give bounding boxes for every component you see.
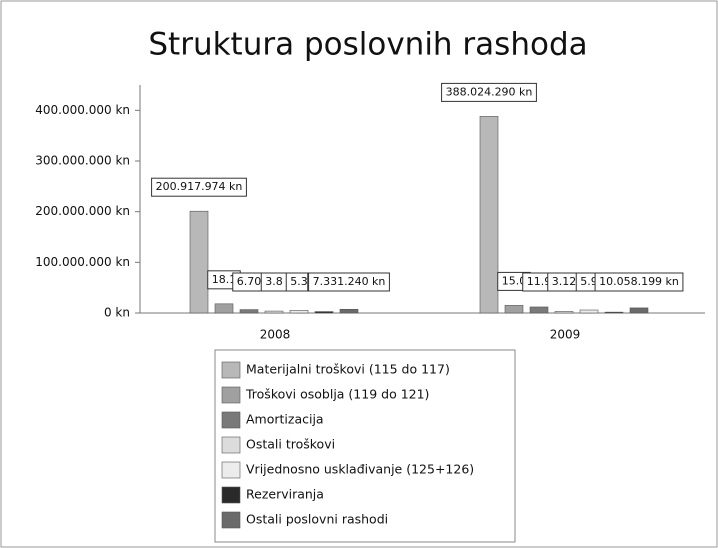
bar xyxy=(504,305,524,314)
legend-swatch xyxy=(221,486,241,504)
data-label: 200.917.974 kn xyxy=(156,180,243,193)
data-label: 3.12 xyxy=(552,275,577,288)
legend-label: Materijalni troškovi (115 do 117) xyxy=(246,362,450,377)
data-label-box xyxy=(594,272,684,292)
legend-label: Amortizacija xyxy=(246,412,324,427)
bar xyxy=(554,311,574,314)
legend-swatch xyxy=(221,361,241,379)
legend-label: Ostali troškovi xyxy=(246,437,335,452)
y-tick-label: 100.000.000 kn xyxy=(35,255,130,269)
bar xyxy=(189,210,209,314)
bar xyxy=(529,306,549,314)
bar xyxy=(289,310,309,314)
data-label-box xyxy=(441,82,537,102)
legend-swatch xyxy=(221,461,241,479)
data-label: 6.70 xyxy=(237,275,262,288)
data-label: 388.024.290 kn xyxy=(446,85,533,98)
legend-box xyxy=(214,349,516,543)
bar xyxy=(314,311,334,314)
data-label: 7.331.240 kn xyxy=(313,275,386,288)
bar xyxy=(339,308,359,314)
chart-title: Struktura poslovnih rashoda xyxy=(148,27,587,63)
bar xyxy=(604,311,624,314)
data-label: 15.0 xyxy=(502,274,527,287)
data-label: 3.8 xyxy=(265,275,283,288)
y-tick-label: 300.000.000 kn xyxy=(35,154,130,168)
bar xyxy=(579,309,599,314)
data-label: 5.3 xyxy=(290,275,308,288)
legend-label: Rezerviranja xyxy=(246,487,324,502)
legend-swatch xyxy=(221,411,241,429)
data-label-box xyxy=(151,177,247,197)
bar xyxy=(239,309,259,314)
y-tick-label: 400.000.000 kn xyxy=(35,103,130,117)
data-label: 18.1 xyxy=(212,273,237,286)
legend-swatch xyxy=(221,386,241,404)
data-label: 11.9 xyxy=(527,275,552,288)
y-tick-label: 200.000.000 kn xyxy=(35,204,130,218)
legend-label: Ostali poslovni rashodi xyxy=(246,512,388,527)
bar xyxy=(629,307,649,314)
legend-swatch xyxy=(221,436,241,454)
legend-swatch xyxy=(221,511,241,529)
bar xyxy=(479,116,499,314)
y-tick-label: 0 kn xyxy=(104,306,130,320)
legend-label: Troškovi osoblja (119 do 121) xyxy=(245,387,429,402)
legend-label: Vrijednosno usklađivanje (125+126) xyxy=(246,462,474,477)
bar xyxy=(264,310,284,314)
x-tick-label: 2008 xyxy=(260,328,291,342)
data-label: 5.9 xyxy=(580,275,598,288)
data-label-box xyxy=(308,272,390,292)
bar xyxy=(214,303,234,314)
x-tick-label: 2009 xyxy=(550,328,581,342)
data-label: 10.058.199 kn xyxy=(599,275,679,288)
